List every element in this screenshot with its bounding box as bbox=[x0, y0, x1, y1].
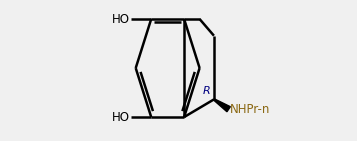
Text: R: R bbox=[202, 86, 210, 96]
Text: HO: HO bbox=[112, 111, 130, 124]
Text: HO: HO bbox=[112, 13, 130, 26]
Text: NHPr-n: NHPr-n bbox=[230, 103, 270, 116]
Polygon shape bbox=[213, 99, 230, 112]
